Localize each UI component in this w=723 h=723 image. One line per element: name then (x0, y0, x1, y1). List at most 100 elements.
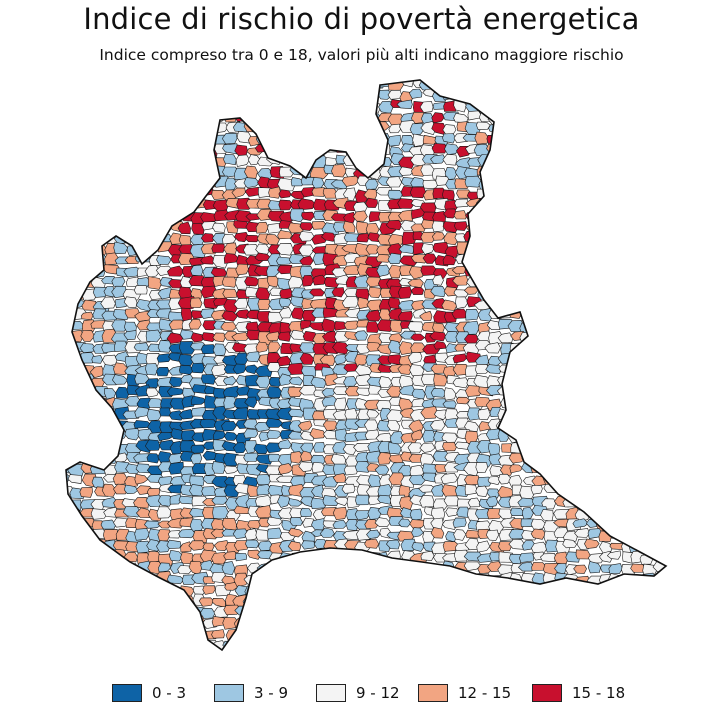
municipality-cell (423, 595, 438, 608)
municipality-cell (651, 450, 666, 461)
municipality-cell (91, 90, 107, 100)
municipality-cell (553, 473, 568, 485)
municipality-cell (585, 198, 600, 212)
municipality-cell (343, 320, 360, 330)
municipality-cell (82, 131, 94, 143)
municipality-cell (265, 629, 282, 643)
municipality-cell (80, 584, 97, 599)
municipality-cell (169, 397, 186, 410)
municipality-cell (443, 387, 457, 401)
municipality-cell (352, 562, 368, 573)
municipality-cell (510, 201, 524, 211)
municipality-cell (565, 286, 583, 296)
municipality-cell (368, 617, 381, 628)
municipality-cell (356, 319, 371, 328)
municipality-cell (562, 119, 580, 133)
municipality-cell (498, 473, 513, 485)
municipality-cell (620, 100, 637, 109)
municipality-cell (663, 144, 666, 157)
municipality-cell (167, 207, 183, 220)
municipality-cell (453, 549, 470, 562)
municipality-cell (486, 134, 503, 145)
municipality-cell (585, 255, 602, 268)
municipality-cell (566, 596, 580, 609)
municipality-cell (344, 572, 358, 583)
municipality-cell (321, 232, 336, 242)
municipality-cell (619, 80, 633, 88)
municipality-cell (268, 186, 281, 199)
municipality-cell (267, 652, 279, 661)
municipality-cell (632, 297, 646, 312)
municipality-cell (179, 102, 198, 114)
municipality-cell (168, 452, 183, 464)
municipality-cell (620, 397, 639, 410)
municipality-cell (67, 188, 84, 203)
municipality-cell (598, 198, 613, 209)
municipality-cell (396, 99, 413, 110)
municipality-cell (531, 387, 548, 401)
municipality-cell (521, 409, 534, 423)
municipality-cell (158, 168, 175, 180)
municipality-cell (662, 572, 666, 584)
municipality-cell (577, 133, 593, 144)
municipality-cell (267, 276, 280, 288)
municipality-cell (654, 399, 666, 410)
municipality-cell (654, 375, 666, 386)
municipality-cell (607, 408, 624, 421)
municipality-cell (597, 431, 612, 444)
municipality-cell (365, 89, 379, 100)
municipality-cell (530, 197, 545, 210)
municipality-cell (288, 98, 304, 110)
municipality-cell (147, 550, 162, 564)
municipality-cell (499, 606, 517, 617)
municipality-cell (149, 102, 165, 113)
municipality-cell (553, 430, 570, 443)
municipality-cells (66, 80, 666, 661)
municipality-cell (540, 553, 557, 563)
municipality-cell (68, 639, 83, 650)
municipality-cell (454, 571, 472, 584)
municipality-cell (662, 351, 666, 364)
municipality-cell (378, 564, 393, 574)
municipality-cell (66, 263, 72, 277)
municipality-cell (575, 627, 590, 636)
municipality-cell (69, 256, 83, 266)
municipality-cell (353, 201, 368, 213)
municipality-cell (531, 80, 547, 89)
municipality-cell (518, 629, 536, 641)
municipality-cell (420, 550, 435, 561)
municipality-cell (178, 640, 195, 650)
municipality-cell (661, 397, 666, 408)
municipality-cell (223, 153, 237, 166)
municipality-cell (257, 299, 271, 311)
municipality-cell (619, 264, 635, 276)
municipality-cell (365, 244, 380, 255)
municipality-cell (506, 254, 525, 268)
municipality-cell (366, 132, 380, 144)
municipality-cell (66, 300, 78, 310)
municipality-cell (641, 388, 656, 398)
municipality-cell (256, 573, 270, 588)
municipality-cell (144, 264, 161, 278)
municipality-cell (188, 560, 203, 575)
municipality-cell (66, 363, 74, 373)
municipality-cell (663, 484, 666, 496)
municipality-cell (620, 186, 636, 198)
municipality-cell (244, 110, 259, 123)
municipality-cell (488, 80, 504, 91)
municipality-cell (544, 364, 561, 378)
municipality-cell (105, 90, 117, 103)
municipality-cell (233, 80, 250, 88)
municipality-cell (397, 198, 416, 209)
municipality-cell (499, 287, 514, 299)
municipality-cell (169, 156, 184, 167)
municipality-cell (297, 198, 317, 211)
municipality-cell (509, 642, 528, 650)
municipality-cell (136, 397, 154, 410)
municipality-cell (530, 595, 545, 606)
municipality-cell (476, 604, 493, 618)
municipality-cell (103, 145, 121, 157)
municipality-cell (167, 593, 184, 608)
municipality-cell (385, 176, 403, 188)
municipality-cell (452, 584, 469, 596)
